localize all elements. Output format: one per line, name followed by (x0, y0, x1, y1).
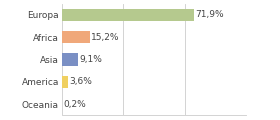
Text: 3,6%: 3,6% (69, 77, 92, 86)
Text: 71,9%: 71,9% (195, 10, 224, 19)
Bar (62, 53, 78, 66)
Bar (62, 76, 68, 88)
Text: 15,2%: 15,2% (91, 33, 119, 42)
Text: 9,1%: 9,1% (79, 55, 102, 64)
Bar (62, 31, 90, 43)
Bar (62, 9, 195, 21)
Text: 0,2%: 0,2% (63, 99, 86, 108)
